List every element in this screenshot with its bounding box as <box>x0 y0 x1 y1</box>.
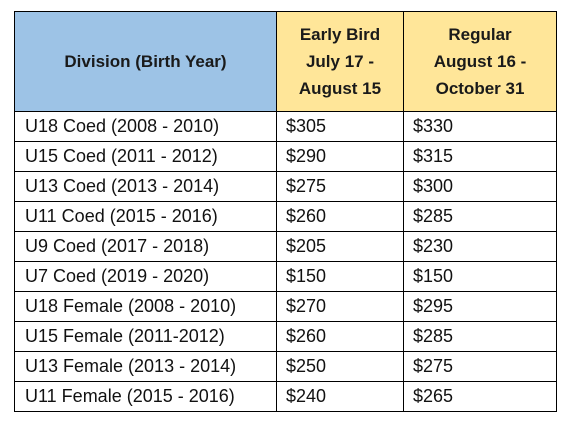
header-regular-title: Regular <box>448 25 512 44</box>
table-row: U15 Female (2011-2012) $260 $285 <box>14 321 557 352</box>
header-division-label: Division (Birth Year) <box>64 52 227 71</box>
early-bird-price-cell: $205 <box>276 231 404 262</box>
early-bird-price-cell: $275 <box>276 171 404 202</box>
division-cell: U18 Coed (2008 - 2010) <box>14 111 277 142</box>
division-cell: U7 Coed (2019 - 2020) <box>14 261 277 292</box>
division-cell: U18 Female (2008 - 2010) <box>14 291 277 322</box>
regular-price-cell: $295 <box>403 291 557 322</box>
division-cell: U15 Coed (2011 - 2012) <box>14 141 277 172</box>
regular-price-cell: $275 <box>403 351 557 382</box>
table-header-row: Division (Birth Year) Early Bird July 17… <box>14 11 557 112</box>
header-regular-end: October 31 <box>435 79 525 98</box>
early-bird-price-cell: $240 <box>276 381 404 412</box>
early-bird-price-cell: $150 <box>276 261 404 292</box>
header-early-bird-start: July 17 - <box>305 52 375 71</box>
regular-price-cell: $330 <box>403 111 557 142</box>
table-row: U13 Coed (2013 - 2014) $275 $300 <box>14 171 557 202</box>
division-cell: U9 Coed (2017 - 2018) <box>14 231 277 262</box>
regular-price-cell: $300 <box>403 171 557 202</box>
registration-fees-table: Division (Birth Year) Early Bird July 17… <box>14 11 557 412</box>
table-row: U11 Female (2015 - 2016) $240 $265 <box>14 381 557 412</box>
regular-price-cell: $150 <box>403 261 557 292</box>
table-row: U18 Coed (2008 - 2010) $305 $330 <box>14 111 557 142</box>
early-bird-price-cell: $270 <box>276 291 404 322</box>
header-division: Division (Birth Year) <box>14 11 277 112</box>
table-row: U13 Female (2013 - 2014) $250 $275 <box>14 351 557 382</box>
division-cell: U11 Coed (2015 - 2016) <box>14 201 277 232</box>
regular-price-cell: $265 <box>403 381 557 412</box>
table-row: U18 Female (2008 - 2010) $270 $295 <box>14 291 557 322</box>
early-bird-price-cell: $260 <box>276 201 404 232</box>
regular-price-cell: $285 <box>403 321 557 352</box>
early-bird-price-cell: $290 <box>276 141 404 172</box>
table-row: U15 Coed (2011 - 2012) $290 $315 <box>14 141 557 172</box>
table-row: U7 Coed (2019 - 2020) $150 $150 <box>14 261 557 292</box>
regular-price-cell: $230 <box>403 231 557 262</box>
regular-price-cell: $285 <box>403 201 557 232</box>
early-bird-price-cell: $250 <box>276 351 404 382</box>
early-bird-price-cell: $305 <box>276 111 404 142</box>
header-early-bird: Early Bird July 17 - August 15 <box>276 11 404 112</box>
header-regular-start: August 16 - <box>433 52 527 71</box>
header-regular: Regular August 16 - October 31 <box>403 11 557 112</box>
header-early-bird-title: Early Bird <box>299 25 381 44</box>
early-bird-price-cell: $260 <box>276 321 404 352</box>
division-cell: U13 Female (2013 - 2014) <box>14 351 277 382</box>
table-row: U11 Coed (2015 - 2016) $260 $285 <box>14 201 557 232</box>
division-cell: U11 Female (2015 - 2016) <box>14 381 277 412</box>
table-row: U9 Coed (2017 - 2018) $205 $230 <box>14 231 557 262</box>
regular-price-cell: $315 <box>403 141 557 172</box>
division-cell: U13 Coed (2013 - 2014) <box>14 171 277 202</box>
header-early-bird-end: August 15 <box>298 79 382 98</box>
division-cell: U15 Female (2011-2012) <box>14 321 277 352</box>
